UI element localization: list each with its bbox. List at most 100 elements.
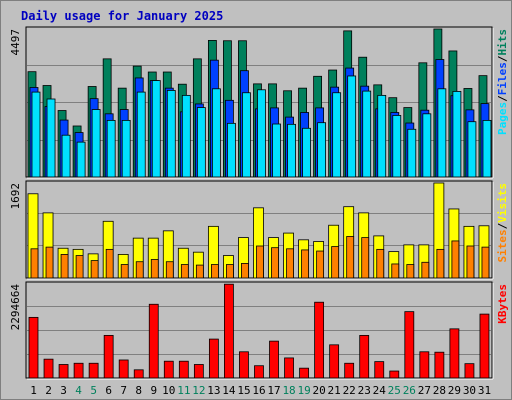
bar-pages-day-20: [317, 122, 327, 178]
bar-kbytes-day-5: [88, 362, 99, 379]
bar-pages-day-1: [31, 91, 41, 178]
bar-kbytes-day-2: [43, 358, 54, 379]
bar-pages-day-6: [106, 119, 116, 178]
bar-pages-day-24: [377, 94, 387, 178]
panel-sites-visits: [27, 182, 490, 279]
bar-sites-day-18: [286, 248, 294, 279]
bar-pages-day-23: [362, 90, 372, 178]
x-tick-label-day-28: 28: [433, 384, 446, 397]
bar-sites-day-11: [180, 264, 189, 279]
bar-kbytes-day-12: [193, 364, 204, 379]
bar-kbytes-day-9: [148, 303, 159, 379]
bar-kbytes-day-17: [269, 340, 279, 379]
x-tick-label-day-10: 10: [162, 384, 175, 397]
bar-kbytes-day-20: [314, 301, 325, 379]
bar-kbytes-day-10: [163, 360, 174, 379]
bar-sites-day-22: [346, 236, 355, 279]
bar-sites-day-14: [226, 264, 234, 279]
x-tick-label-day-6: 6: [105, 384, 112, 397]
bar-sites-day-19: [301, 249, 309, 279]
bar-pages-day-31: [482, 119, 492, 178]
x-tick-label-day-13: 13: [207, 384, 220, 397]
bar-sites-day-17: [271, 247, 279, 279]
bar-sites-day-30: [466, 245, 475, 279]
bar-kbytes-day-11: [178, 360, 189, 379]
bar-sites-day-21: [331, 246, 340, 279]
legend-kbytes: KBytes: [496, 284, 509, 324]
y-axis-max-label-sites-visits: 1692: [9, 183, 22, 210]
x-tick-label-day-8: 8: [135, 384, 142, 397]
bar-pages-day-25: [392, 115, 402, 178]
x-tick-label-day-3: 3: [60, 384, 67, 397]
bar-pages-day-8: [136, 91, 146, 178]
bar-sites-day-29: [451, 240, 460, 279]
bar-kbytes-day-7: [118, 359, 129, 379]
panel-hits-files-pages: [27, 28, 492, 178]
bar-sites-day-7: [120, 264, 129, 279]
x-tick-label-day-26: 26: [403, 384, 416, 397]
bar-kbytes-day-30: [464, 363, 475, 379]
legend-item-sites-visits-0: Sites: [496, 229, 509, 262]
bar-kbytes-day-21: [329, 344, 340, 379]
legend-item-sites-visits-1: /: [496, 222, 509, 229]
bar-pages-day-16: [257, 89, 266, 178]
bar-kbytes-day-23: [359, 334, 370, 379]
bar-kbytes-day-3: [58, 364, 69, 379]
x-tick-label-day-2: 2: [45, 384, 52, 397]
bar-pages-day-19: [302, 127, 311, 178]
bar-sites-day-31: [481, 246, 490, 279]
bar-sites-day-9: [150, 259, 159, 279]
bar-pages-day-14: [227, 122, 236, 178]
x-tick-label-day-27: 27: [418, 384, 431, 397]
bar-pages-day-13: [211, 88, 221, 178]
bar-pages-day-21: [332, 92, 342, 178]
y-axis-max-label-kbytes: 2294664: [9, 284, 22, 331]
bar-kbytes-day-25: [389, 370, 400, 379]
bar-pages-day-4: [76, 141, 86, 178]
bar-kbytes-day-22: [344, 362, 355, 379]
x-tick-label-day-9: 9: [150, 384, 157, 397]
x-tick-label-day-19: 19: [297, 384, 310, 397]
x-tick-label-day-14: 14: [222, 384, 236, 397]
x-tick-label-day-25: 25: [388, 384, 401, 397]
bar-kbytes-day-31: [479, 313, 490, 379]
bar-kbytes-day-6: [103, 334, 114, 379]
bar-sites-day-3: [60, 254, 69, 279]
legend-item-hits-files-pages-4: Hits: [496, 29, 509, 56]
legend-item-kbytes-0: KBytes: [496, 284, 509, 324]
bar-pages-day-26: [407, 128, 417, 178]
x-tick-label-day-30: 30: [463, 384, 476, 397]
bar-sites-day-28: [436, 248, 445, 279]
x-tick-label-day-18: 18: [282, 384, 295, 397]
bar-sites-day-16: [256, 245, 264, 279]
bar-pages-day-28: [437, 88, 447, 178]
x-tick-label-day-31: 31: [478, 384, 491, 397]
legend-item-hits-files-pages-3: /: [496, 55, 509, 62]
panel-kbytes: [28, 283, 490, 379]
x-tick-label-day-1: 1: [30, 384, 37, 397]
x-tick-label-day-12: 12: [192, 384, 205, 397]
bar-pages-day-17: [272, 123, 281, 178]
bar-kbytes-day-26: [404, 311, 415, 379]
bar-sites-day-12: [195, 264, 204, 279]
chart-title: Daily usage for January 2025: [21, 9, 223, 23]
bar-kbytes-day-13: [208, 338, 219, 379]
bar-kbytes-day-16: [254, 365, 264, 379]
x-tick-label-day-24: 24: [373, 384, 387, 397]
bar-kbytes-day-15: [239, 351, 249, 379]
bar-sites-day-13: [210, 264, 219, 279]
bar-sites-day-27: [421, 261, 430, 279]
bar-pages-day-2: [46, 98, 56, 178]
bar-sites-day-2: [45, 246, 54, 279]
x-tick-label-day-7: 7: [120, 384, 127, 397]
bar-pages-day-22: [347, 75, 357, 178]
bar-kbytes-day-18: [284, 357, 294, 379]
bar-pages-day-10: [166, 90, 176, 178]
y-axis-max-label-hits-files-pages: 4497: [9, 29, 22, 56]
bar-sites-day-25: [391, 263, 400, 279]
bar-sites-day-1: [30, 248, 39, 279]
legend-item-hits-files-pages-1: /: [496, 95, 509, 102]
bar-pages-day-9: [151, 80, 161, 178]
bar-pages-day-30: [467, 121, 477, 178]
